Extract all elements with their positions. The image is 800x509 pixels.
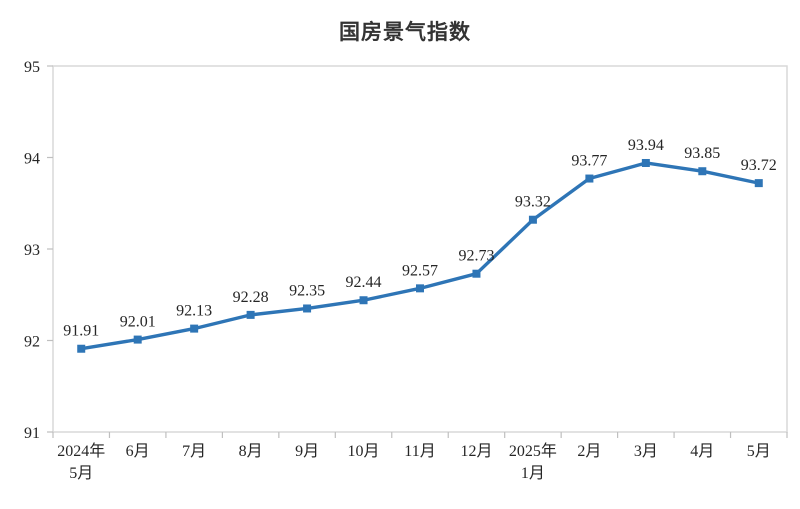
- data-point-marker: [359, 296, 368, 305]
- data-point-marker: [246, 310, 255, 319]
- series-line: [80, 161, 760, 351]
- data-point-marker: [585, 174, 594, 183]
- data-point-label: 92.73: [458, 248, 494, 265]
- x-tick-label: 5月: [747, 443, 771, 460]
- data-point-marker: [472, 269, 481, 278]
- x-tick-label: 4月: [690, 443, 714, 460]
- data-point-label: 92.44: [346, 274, 382, 291]
- data-point-label: 93.77: [571, 153, 607, 170]
- data-point-label: 93.32: [515, 194, 551, 211]
- x-tick-label: 7月: [182, 443, 206, 460]
- x-tick-label: 2025年: [509, 442, 557, 460]
- x-tick-label: 9月: [295, 443, 319, 460]
- x-tick-label: 1月: [521, 465, 545, 482]
- y-tick-label: 94: [24, 151, 40, 168]
- y-tick-label: 92: [24, 334, 40, 351]
- x-tick-label: 2月: [577, 443, 601, 460]
- y-tick-label: 95: [24, 59, 40, 76]
- chart-title: 国房景气指数: [339, 21, 471, 44]
- data-point-label: 91.91: [63, 323, 99, 340]
- data-point-label: 93.85: [684, 145, 720, 162]
- data-point-label: 93.94: [628, 137, 664, 154]
- y-tick-label: 91: [24, 425, 40, 442]
- data-point-marker: [528, 215, 537, 224]
- data-point-marker: [698, 167, 707, 176]
- x-tick-label: 12月: [460, 443, 492, 460]
- data-point-marker: [641, 158, 650, 167]
- x-tick-label: 10月: [348, 443, 380, 460]
- data-point-label: 92.35: [289, 282, 325, 299]
- x-tick-label: 8月: [239, 443, 263, 460]
- data-point-label: 92.01: [120, 314, 156, 331]
- x-tick-label: 11月: [404, 443, 435, 460]
- data-point-marker: [303, 304, 312, 313]
- data-point-label: 92.13: [176, 303, 212, 320]
- data-point-label: 93.72: [741, 157, 777, 174]
- x-tick-label: 5月: [69, 465, 93, 482]
- data-point-marker: [77, 344, 86, 353]
- data-point-label: 92.28: [233, 289, 269, 306]
- x-tick-label: 3月: [634, 443, 658, 460]
- data-point-label: 92.57: [402, 262, 438, 279]
- x-tick-label: 6月: [126, 443, 150, 460]
- data-point-marker: [416, 284, 424, 293]
- data-point-marker: [133, 335, 142, 344]
- y-tick-label: 93: [24, 242, 40, 259]
- data-point-marker: [190, 324, 199, 333]
- data-point-marker: [754, 179, 763, 188]
- plot-frame: [52, 65, 788, 433]
- x-tick-label: 2024年: [57, 442, 105, 460]
